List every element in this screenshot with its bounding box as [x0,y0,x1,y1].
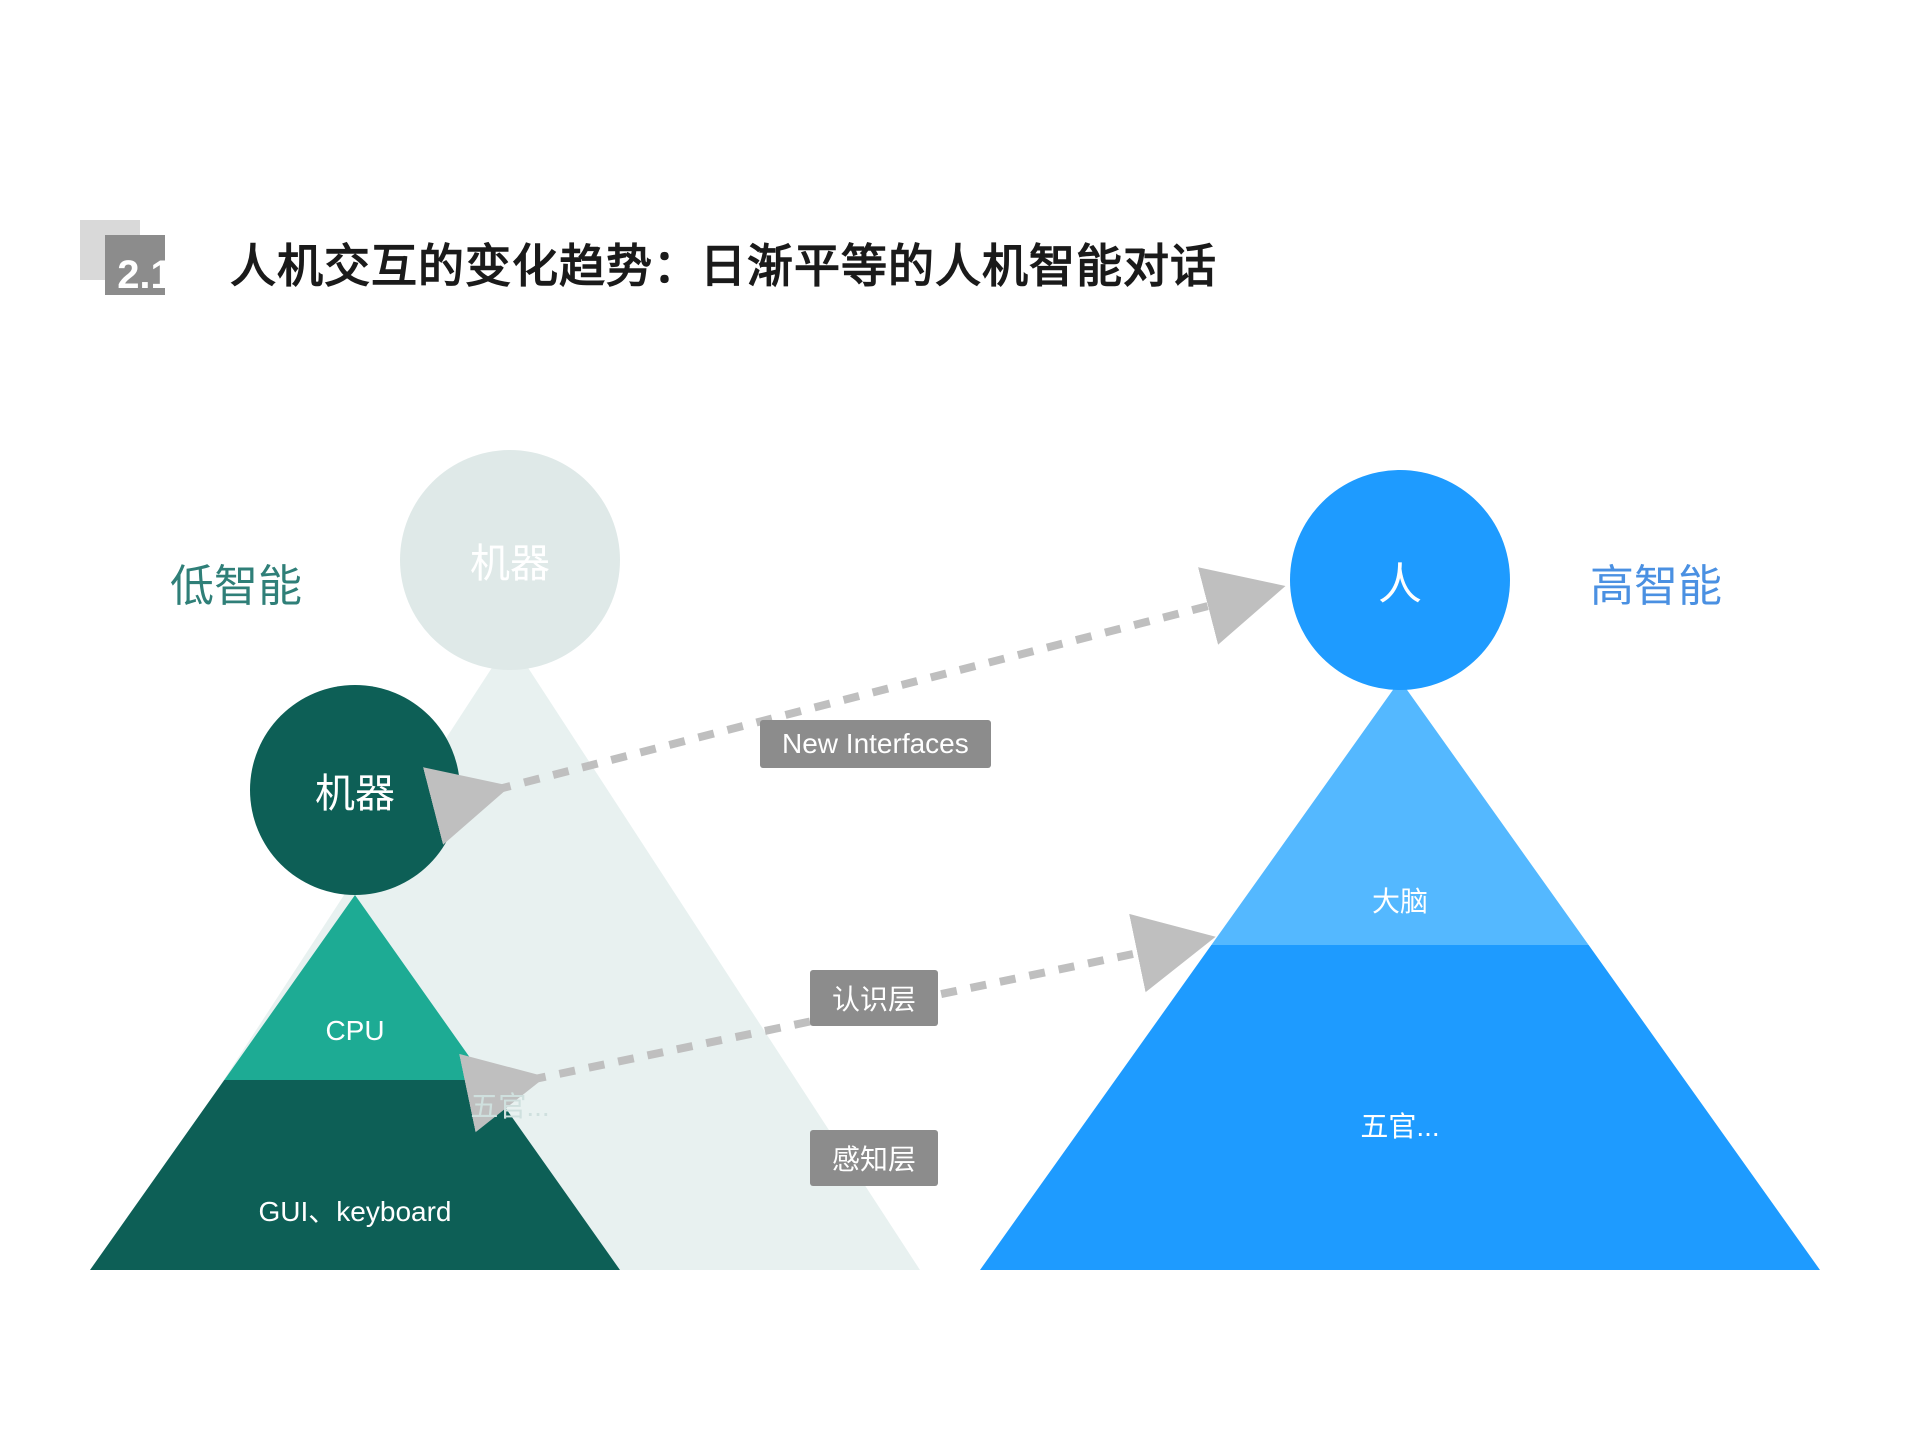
ghost-machine-label: 机器 [470,531,550,589]
connector-label-new-interfaces: New Interfaces [760,720,991,768]
human-circle-label: 人 [1378,548,1422,612]
human-upper-label: 大脑 [1372,880,1428,920]
machine-circle-label: 机器 [315,761,395,819]
ghost-mid-label: 五官... [470,1085,549,1125]
connector-label-cognition: 认识层 [810,970,938,1026]
connector-label-perception: 感知层 [810,1130,938,1186]
machine-lower-label: GUI、keyboard [259,1190,452,1230]
human-lower-label: 五官... [1360,1105,1439,1145]
slide: 2.1 人机交互的变化趋势：日渐平等的人机智能对话 低智能 高智能 [0,0,1920,1440]
machine-upper-label: CPU [325,1015,384,1047]
